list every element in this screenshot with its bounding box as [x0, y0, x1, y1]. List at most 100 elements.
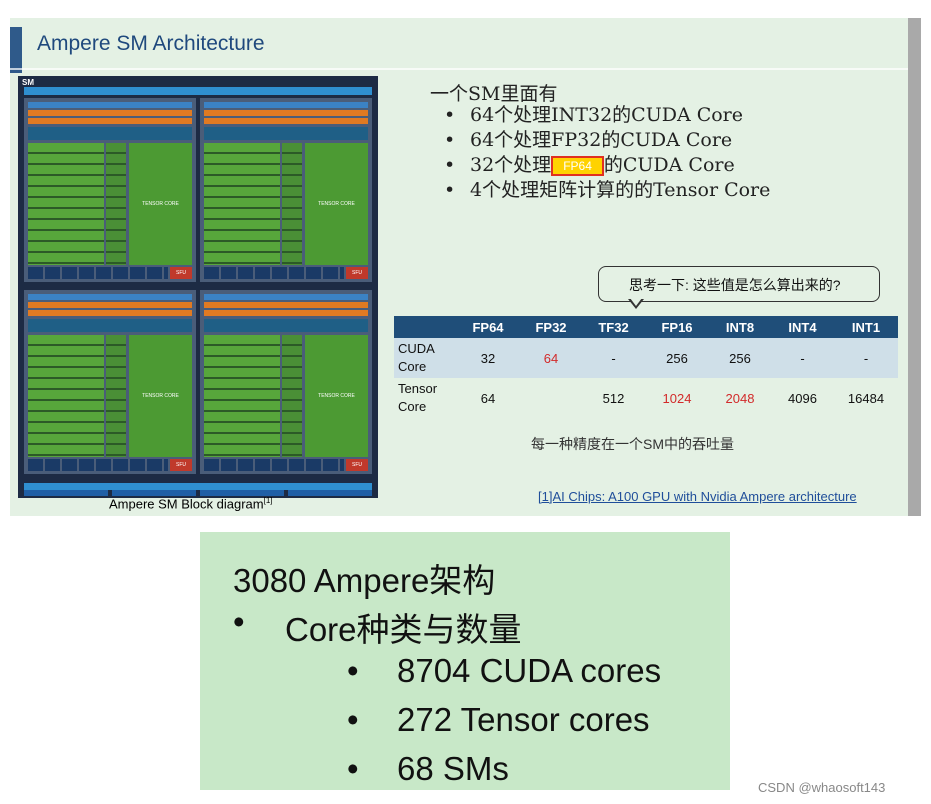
sfu-unit: SFU: [170, 267, 192, 279]
l0-instruction-cache: [28, 294, 192, 300]
dispatch-unit: [204, 310, 368, 316]
table-cell: -: [834, 338, 898, 378]
register-file: [204, 127, 368, 140]
bullet-dot: •: [347, 750, 359, 787]
table-cell: 64: [456, 378, 520, 418]
ld-st-units: [28, 459, 168, 471]
tensor-core: TENSOR CORE: [129, 143, 192, 265]
list-item: • 272 Tensor cores: [347, 695, 661, 744]
fp64-cores: [106, 335, 126, 457]
l0-instruction-cache: [28, 102, 192, 108]
slide-scrollbar[interactable]: [908, 18, 921, 516]
table-cell: 2048: [709, 378, 771, 418]
table-header: FP32: [520, 316, 582, 338]
l1-instruction-cache: [24, 87, 372, 95]
processing-block: TENSOR CORE SFU: [24, 98, 196, 282]
bullet-dot: •: [233, 603, 245, 640]
tex-unit: [24, 490, 108, 496]
list-item: • 8704 CUDA cores: [347, 646, 661, 695]
tensor-core: TENSOR CORE: [305, 143, 368, 265]
table-header: INT1: [834, 316, 898, 338]
table-row: CUDA Core 32 64 - 256 256 - -: [394, 338, 898, 378]
int32-fp32-cores: [204, 143, 280, 265]
table-cell: 64: [520, 338, 582, 378]
precision-throughput-table: FP64 FP32 TF32 FP16 INT8 INT4 INT1 CUDA …: [394, 316, 898, 418]
table-note: 每一种精度在一个SM中的吞吐量: [531, 436, 734, 452]
bullet-dot: •: [444, 179, 456, 201]
sfu-unit: SFU: [170, 459, 192, 471]
table-cell: 1024: [645, 378, 709, 418]
slide2-title: 3080 Ampere架构: [233, 562, 496, 599]
int32-fp32-cores: [28, 143, 104, 265]
sm-intro-text: 一个SM里面有: [430, 83, 558, 105]
tex-unit: [112, 490, 196, 496]
core-count-list: • 8704 CUDA cores • 272 Tensor cores • 68 S…: [347, 646, 661, 793]
table-row: Tensor Core 64 512 1024 2048 4096 16484: [394, 378, 898, 418]
tex-unit: [288, 490, 372, 496]
ld-st-units: [28, 267, 168, 279]
list-item: • 32个处理 FP64 的CUDA Core: [444, 154, 735, 176]
bullet-dot: •: [444, 129, 456, 151]
table-header: INT8: [709, 316, 771, 338]
diagram-caption: Ampere SM Block diagram[1]: [109, 496, 273, 512]
reference-link[interactable]: [1]AI Chips: A100 GPU with Nvidia Ampere…: [538, 489, 857, 504]
int32-fp32-cores: [204, 335, 280, 457]
list-item: • 64个处理INT32的CUDA Core: [444, 104, 744, 126]
table-header: INT4: [771, 316, 834, 338]
list-item: • 68 SMs: [347, 744, 661, 793]
title-divider: [10, 68, 908, 70]
csdn-watermark: CSDN @whaosoft143: [758, 780, 886, 795]
ld-st-units: [204, 267, 344, 279]
table-header: TF32: [582, 316, 645, 338]
list-item: • 4个处理矩阵计算的的Tensor Core: [444, 179, 771, 201]
processing-block: TENSOR CORE SFU: [24, 290, 196, 474]
int32-fp32-cores: [28, 335, 104, 457]
table-cell: -: [771, 338, 834, 378]
table-cell: -: [582, 338, 645, 378]
l0-instruction-cache: [204, 102, 368, 108]
sfu-unit: SFU: [346, 267, 368, 279]
bullet-dot: •: [444, 104, 456, 126]
bullet-dot: •: [347, 652, 359, 689]
list-item: • 64个处理FP32的CUDA Core: [444, 129, 733, 151]
fp64-cores: [282, 335, 302, 457]
register-file: [28, 127, 192, 140]
register-file: [28, 319, 192, 332]
processing-block: TENSOR CORE SFU: [200, 98, 372, 282]
sfu-unit: SFU: [346, 459, 368, 471]
table-cell: 4096: [771, 378, 834, 418]
think-callout: 思考一下: 这些值是怎么算出来的?: [598, 266, 880, 302]
table-header: FP16: [645, 316, 709, 338]
tensor-core: TENSOR CORE: [129, 335, 192, 457]
fp64-highlight: FP64: [551, 156, 604, 176]
bullet-dot: •: [444, 154, 456, 176]
slide-3080-ampere: 3080 Ampere架构 • Core种类与数量 • 8704 CUDA cor…: [200, 532, 730, 790]
fp64-cores: [282, 143, 302, 265]
row-label: CUDA Core: [394, 338, 456, 378]
tensor-core: TENSOR CORE: [305, 335, 368, 457]
table-cell: [520, 378, 582, 418]
warp-scheduler: [28, 302, 192, 308]
slide-ampere-sm: Ampere SM Architecture SM TENSOR CORE SFU…: [10, 18, 908, 516]
table-cell: 256: [645, 338, 709, 378]
slide-title: Ampere SM Architecture: [37, 32, 265, 55]
dispatch-unit: [28, 310, 192, 316]
table-cell: 32: [456, 338, 520, 378]
table-cell: 512: [582, 378, 645, 418]
table-cell: 256: [709, 338, 771, 378]
ld-st-units: [204, 459, 344, 471]
sm-block-diagram: SM TENSOR CORE SFU TENSOR CORE SFU TENSOR CO…: [18, 76, 378, 498]
row-label: Tensor Core: [394, 378, 456, 418]
bullet-dot: •: [347, 701, 359, 738]
processing-block: TENSOR CORE SFU: [200, 290, 372, 474]
l0-instruction-cache: [204, 294, 368, 300]
warp-scheduler: [204, 302, 368, 308]
fp64-cores: [106, 143, 126, 265]
table-cell: 16484: [834, 378, 898, 418]
register-file: [204, 319, 368, 332]
sm-label: SM: [22, 78, 34, 87]
warp-scheduler: [28, 110, 192, 116]
table-header: [394, 316, 456, 338]
dispatch-unit: [204, 118, 368, 124]
warp-scheduler: [204, 110, 368, 116]
